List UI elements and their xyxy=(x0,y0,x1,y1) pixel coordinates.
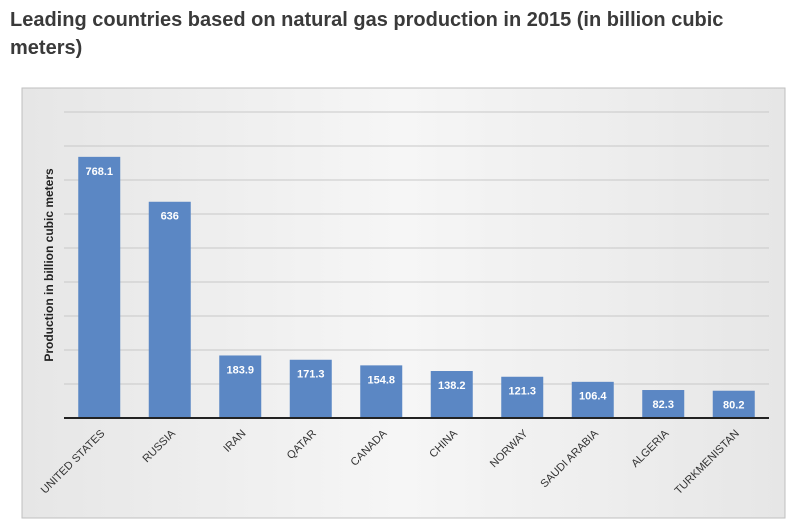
bar xyxy=(78,156,121,418)
bar xyxy=(712,390,755,418)
value-label: 82.3 xyxy=(653,399,674,411)
bar xyxy=(642,390,685,418)
bar xyxy=(360,365,403,418)
bar xyxy=(501,376,544,418)
bar xyxy=(571,381,614,418)
value-label: 138.2 xyxy=(438,380,466,392)
y-axis-title: Production in billion cubic meters xyxy=(42,168,56,362)
bar xyxy=(148,201,191,418)
plot-background xyxy=(21,87,786,519)
bar xyxy=(289,359,332,418)
value-label: 80.2 xyxy=(723,400,744,412)
value-label: 106.4 xyxy=(579,391,607,403)
chart-title: Leading countries based on natural gas p… xyxy=(10,9,724,59)
value-label: 183.9 xyxy=(226,364,254,376)
bar xyxy=(430,371,473,418)
value-label: 171.3 xyxy=(297,369,325,381)
value-label: 768.1 xyxy=(85,166,113,178)
bar xyxy=(219,355,262,418)
value-label: 121.3 xyxy=(508,386,536,398)
value-label: 636 xyxy=(161,211,179,223)
value-label: 154.8 xyxy=(367,374,395,386)
